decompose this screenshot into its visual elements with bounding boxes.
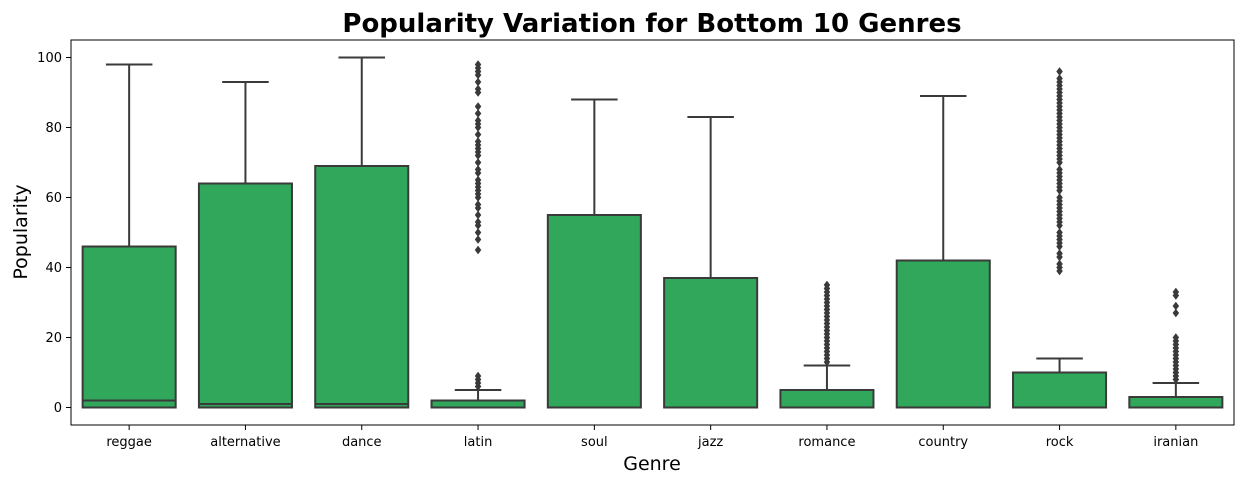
box-soul: [546, 98, 642, 409]
plot-area: [81, 56, 1224, 409]
iqr-box: [197, 182, 293, 409]
x-tick-label: alternative: [210, 435, 280, 450]
outlier-point: [474, 102, 482, 111]
outlier-point: [823, 280, 831, 290]
iqr-box: [546, 214, 642, 409]
outlier-point: [474, 200, 482, 209]
iqr-box: [663, 277, 759, 409]
outlier-point: [474, 130, 482, 139]
box-latin: [430, 60, 526, 409]
outlier-point: [474, 217, 482, 227]
iqr-box: [430, 399, 526, 409]
iqr-box: [1012, 371, 1108, 409]
box-country: [895, 95, 991, 409]
box-dance: [314, 56, 410, 409]
x-tick-label: rock: [1046, 435, 1074, 450]
outlier-point: [474, 84, 482, 94]
iqr-box: [779, 389, 875, 409]
outlier-point: [1056, 67, 1063, 76]
chart-title: Popularity Variation for Bottom 10 Genre…: [342, 9, 961, 39]
outlier-point: [1056, 249, 1063, 258]
outlier-point: [1056, 165, 1063, 174]
outlier-point: [1172, 301, 1180, 311]
x-tick-label: romance: [798, 435, 855, 450]
y-tick-label: 0: [54, 401, 62, 416]
y-tick-label: 20: [45, 331, 62, 346]
outlier-point: [474, 77, 482, 87]
x-tick-label: latin: [464, 435, 493, 450]
outlier-point: [1056, 259, 1063, 269]
box-iranian: [1128, 287, 1224, 409]
iqr-box: [1128, 396, 1224, 409]
x-axis-label: Genre: [623, 453, 681, 475]
outlier-point: [474, 210, 482, 220]
box-reggae: [81, 63, 177, 409]
box-alternative: [197, 81, 293, 409]
plot-frame: [70, 39, 1235, 426]
box-romance: [779, 280, 875, 409]
outlier-point: [474, 60, 482, 69]
outlier-point: [474, 235, 482, 244]
x-axis: reggae alternative dance latin soul jazz roman…: [106, 425, 1198, 450]
iqr-box: [314, 165, 410, 409]
outlier-point: [1056, 193, 1063, 202]
y-axis: 0 20 40 60 80 100: [37, 51, 71, 416]
y-tick-label: 80: [45, 121, 62, 136]
outlier-point: [1056, 74, 1063, 83]
x-tick-label: soul: [581, 435, 608, 450]
outlier-point: [474, 245, 482, 255]
outlier-point: [474, 109, 482, 118]
outlier-point: [474, 175, 482, 185]
x-tick-label: iranian: [1153, 435, 1198, 450]
outlier-point: [1172, 308, 1180, 318]
outlier-point: [474, 371, 482, 381]
y-axis-label: Popularity: [10, 184, 32, 279]
outlier-point: [1172, 333, 1180, 342]
outlier-point: [474, 158, 482, 167]
y-tick-label: 60: [45, 191, 62, 206]
outlier-point: [1172, 287, 1180, 297]
iqr-box: [81, 245, 177, 409]
box-jazz: [663, 116, 759, 409]
x-tick-label: dance: [342, 435, 382, 450]
x-tick-label: jazz: [697, 435, 723, 450]
outlier-point: [474, 116, 482, 125]
x-tick-label: reggae: [106, 435, 152, 450]
outlier-point: [474, 137, 482, 146]
box-rock: [1012, 67, 1108, 409]
y-tick-label: 40: [45, 261, 62, 276]
outlier-point: [1056, 228, 1063, 237]
outlier-point: [474, 228, 482, 237]
outlier-point: [474, 165, 482, 174]
iqr-box: [895, 259, 991, 409]
y-tick-label: 100: [37, 51, 62, 66]
x-tick-label: country: [918, 435, 968, 450]
